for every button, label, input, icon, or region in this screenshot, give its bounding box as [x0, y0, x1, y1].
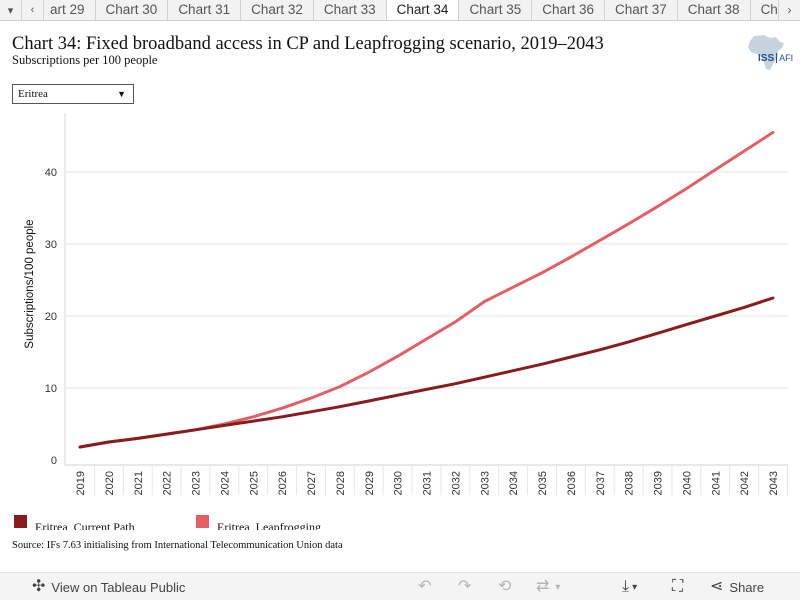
country-filter-value: Eritrea — [18, 88, 48, 100]
x-tick-label: 2031 — [422, 471, 434, 495]
tab-next-chevron-right-icon[interactable]: › — [778, 0, 800, 20]
x-tick-label: 2028 — [335, 471, 347, 495]
legend-swatch — [14, 515, 27, 528]
refresh-dropdown-chevron-icon: ▾ — [555, 581, 561, 593]
logo-afr-text: AFI — [776, 53, 794, 63]
x-tick-label: 2039 — [653, 471, 665, 495]
x-tick-label: 2022 — [162, 471, 174, 495]
tab-prev-chevron-left-icon[interactable]: ‹ — [22, 0, 44, 20]
x-tick-label: 2034 — [508, 471, 520, 495]
x-tick-label: 2033 — [479, 471, 491, 495]
tab-10[interactable]: Char — [750, 0, 778, 20]
x-tick-label: 2043 — [768, 471, 780, 495]
tab-2[interactable]: Chart 31 — [168, 0, 242, 20]
tableau-icon: ✣ — [32, 578, 46, 595]
sheet-tab-bar: ▾ ‹ art 29 Chart 30 Chart 31 Chart 32 Chart … — [0, 0, 800, 21]
y-tick-label: 0 — [51, 455, 57, 467]
undo-button[interactable]: ↶ — [418, 573, 431, 601]
chart-title: Chart 34: Fixed broadband access in CP a… — [12, 34, 604, 54]
country-filter-dropdown[interactable]: Eritrea ▼ — [12, 84, 134, 104]
legend-item[interactable]: Eritrea, Leapfrogging — [196, 514, 321, 530]
x-tick-label: 2025 — [248, 471, 260, 495]
x-tick-label: 2024 — [219, 471, 231, 495]
x-tick-label: 2029 — [364, 471, 376, 495]
x-tick-label: 2020 — [104, 471, 116, 495]
x-tick-label: 2042 — [739, 471, 751, 495]
chart-subtitle: Subscriptions per 100 people — [12, 53, 158, 67]
y-tick-label: 30 — [45, 239, 57, 251]
tab-3[interactable]: Chart 32 — [241, 0, 314, 20]
x-tick-label: 2026 — [277, 471, 289, 495]
logo-iss-text: ISS — [758, 53, 775, 64]
sheet-tabs: art 29 Chart 30 Chart 31 Chart 32 Chart 33 Ch… — [44, 0, 778, 20]
x-tick-label: 2037 — [595, 471, 607, 495]
series-line — [78, 296, 775, 449]
x-tick-label: 2023 — [191, 471, 203, 495]
x-tick-label: 2019 — [75, 471, 87, 495]
x-tick-label: 2035 — [537, 471, 549, 495]
legend-label: Eritrea, Current Path — [35, 520, 135, 530]
x-tick-label: 2041 — [710, 471, 722, 495]
tableau-toolbar: ✣ View on Tableau Public ↶ ↷ ⟲ ⇄ ▾ ⤓ ▾ ⛶ ⋖… — [0, 572, 800, 600]
tab-8[interactable]: Chart 37 — [605, 0, 678, 20]
x-tick-label: 2027 — [306, 471, 318, 495]
refresh-icon: ⇄ — [536, 578, 550, 595]
share-icon: ⋖ — [710, 578, 724, 595]
fullscreen-icon: ⛶ — [672, 578, 684, 595]
chart-legend: Eritrea, Current Path Eritrea, Leapfroggi… — [14, 514, 514, 530]
download-button[interactable]: ⤓ ▾ — [622, 573, 637, 601]
x-tick-label: 2040 — [681, 471, 693, 495]
tab-6[interactable]: Chart 35 — [459, 0, 533, 20]
africa-map-logo-icon — [748, 35, 784, 70]
x-tick-label: 2038 — [624, 471, 636, 495]
download-icon: ⤓ — [622, 578, 630, 595]
logo-wordmark: ISS AFI — [758, 53, 794, 64]
x-tick-label: 2032 — [450, 471, 462, 495]
download-dropdown-chevron-icon: ▾ — [632, 581, 638, 593]
tab-7[interactable]: Chart 36 — [532, 0, 605, 20]
redo-icon: ↷ — [458, 578, 472, 595]
legend-item[interactable]: Eritrea, Current Path — [14, 514, 135, 530]
y-tick-label: 10 — [45, 383, 57, 395]
x-tick-label: 2036 — [566, 471, 578, 495]
tab-5[interactable]: Chart 34 — [386, 0, 460, 20]
legend-swatch — [196, 515, 209, 528]
tab-9[interactable]: Chart 38 — [677, 0, 751, 20]
dropdown-caret-icon: ▼ — [117, 89, 126, 99]
refresh-button[interactable]: ⇄ ▾ — [536, 573, 560, 601]
tab-menu-chevron-down-icon[interactable]: ▾ — [0, 0, 22, 20]
y-tick-label: 20 — [45, 311, 57, 323]
redo-button[interactable]: ↷ — [458, 573, 471, 601]
revert-icon: ⟲ — [498, 578, 512, 595]
view-on-tableau-label: View on Tableau Public — [51, 579, 186, 595]
x-tick-label: 2030 — [393, 471, 405, 495]
tab-4[interactable]: Chart 33 — [313, 0, 387, 20]
source-note: Source: IFs 7.63 initialising from Inter… — [12, 540, 343, 551]
series-line — [78, 130, 775, 449]
y-axis-label: Subscriptions/100 people — [24, 219, 36, 348]
y-tick-label: 40 — [45, 167, 57, 179]
share-button[interactable]: ⋖ Share — [710, 573, 764, 601]
tab-1[interactable]: Chart 30 — [95, 0, 169, 20]
share-label: Share — [729, 579, 765, 595]
fullscreen-button[interactable]: ⛶ — [672, 573, 683, 601]
tab-0[interactable]: art 29 — [44, 0, 96, 20]
x-tick-label: 2021 — [133, 471, 145, 495]
revert-button[interactable]: ⟲ — [498, 573, 511, 601]
view-on-tableau-link[interactable]: ✣ View on Tableau Public — [32, 573, 185, 601]
legend-label: Eritrea, Leapfrogging — [217, 520, 321, 530]
undo-icon: ↶ — [418, 578, 432, 595]
